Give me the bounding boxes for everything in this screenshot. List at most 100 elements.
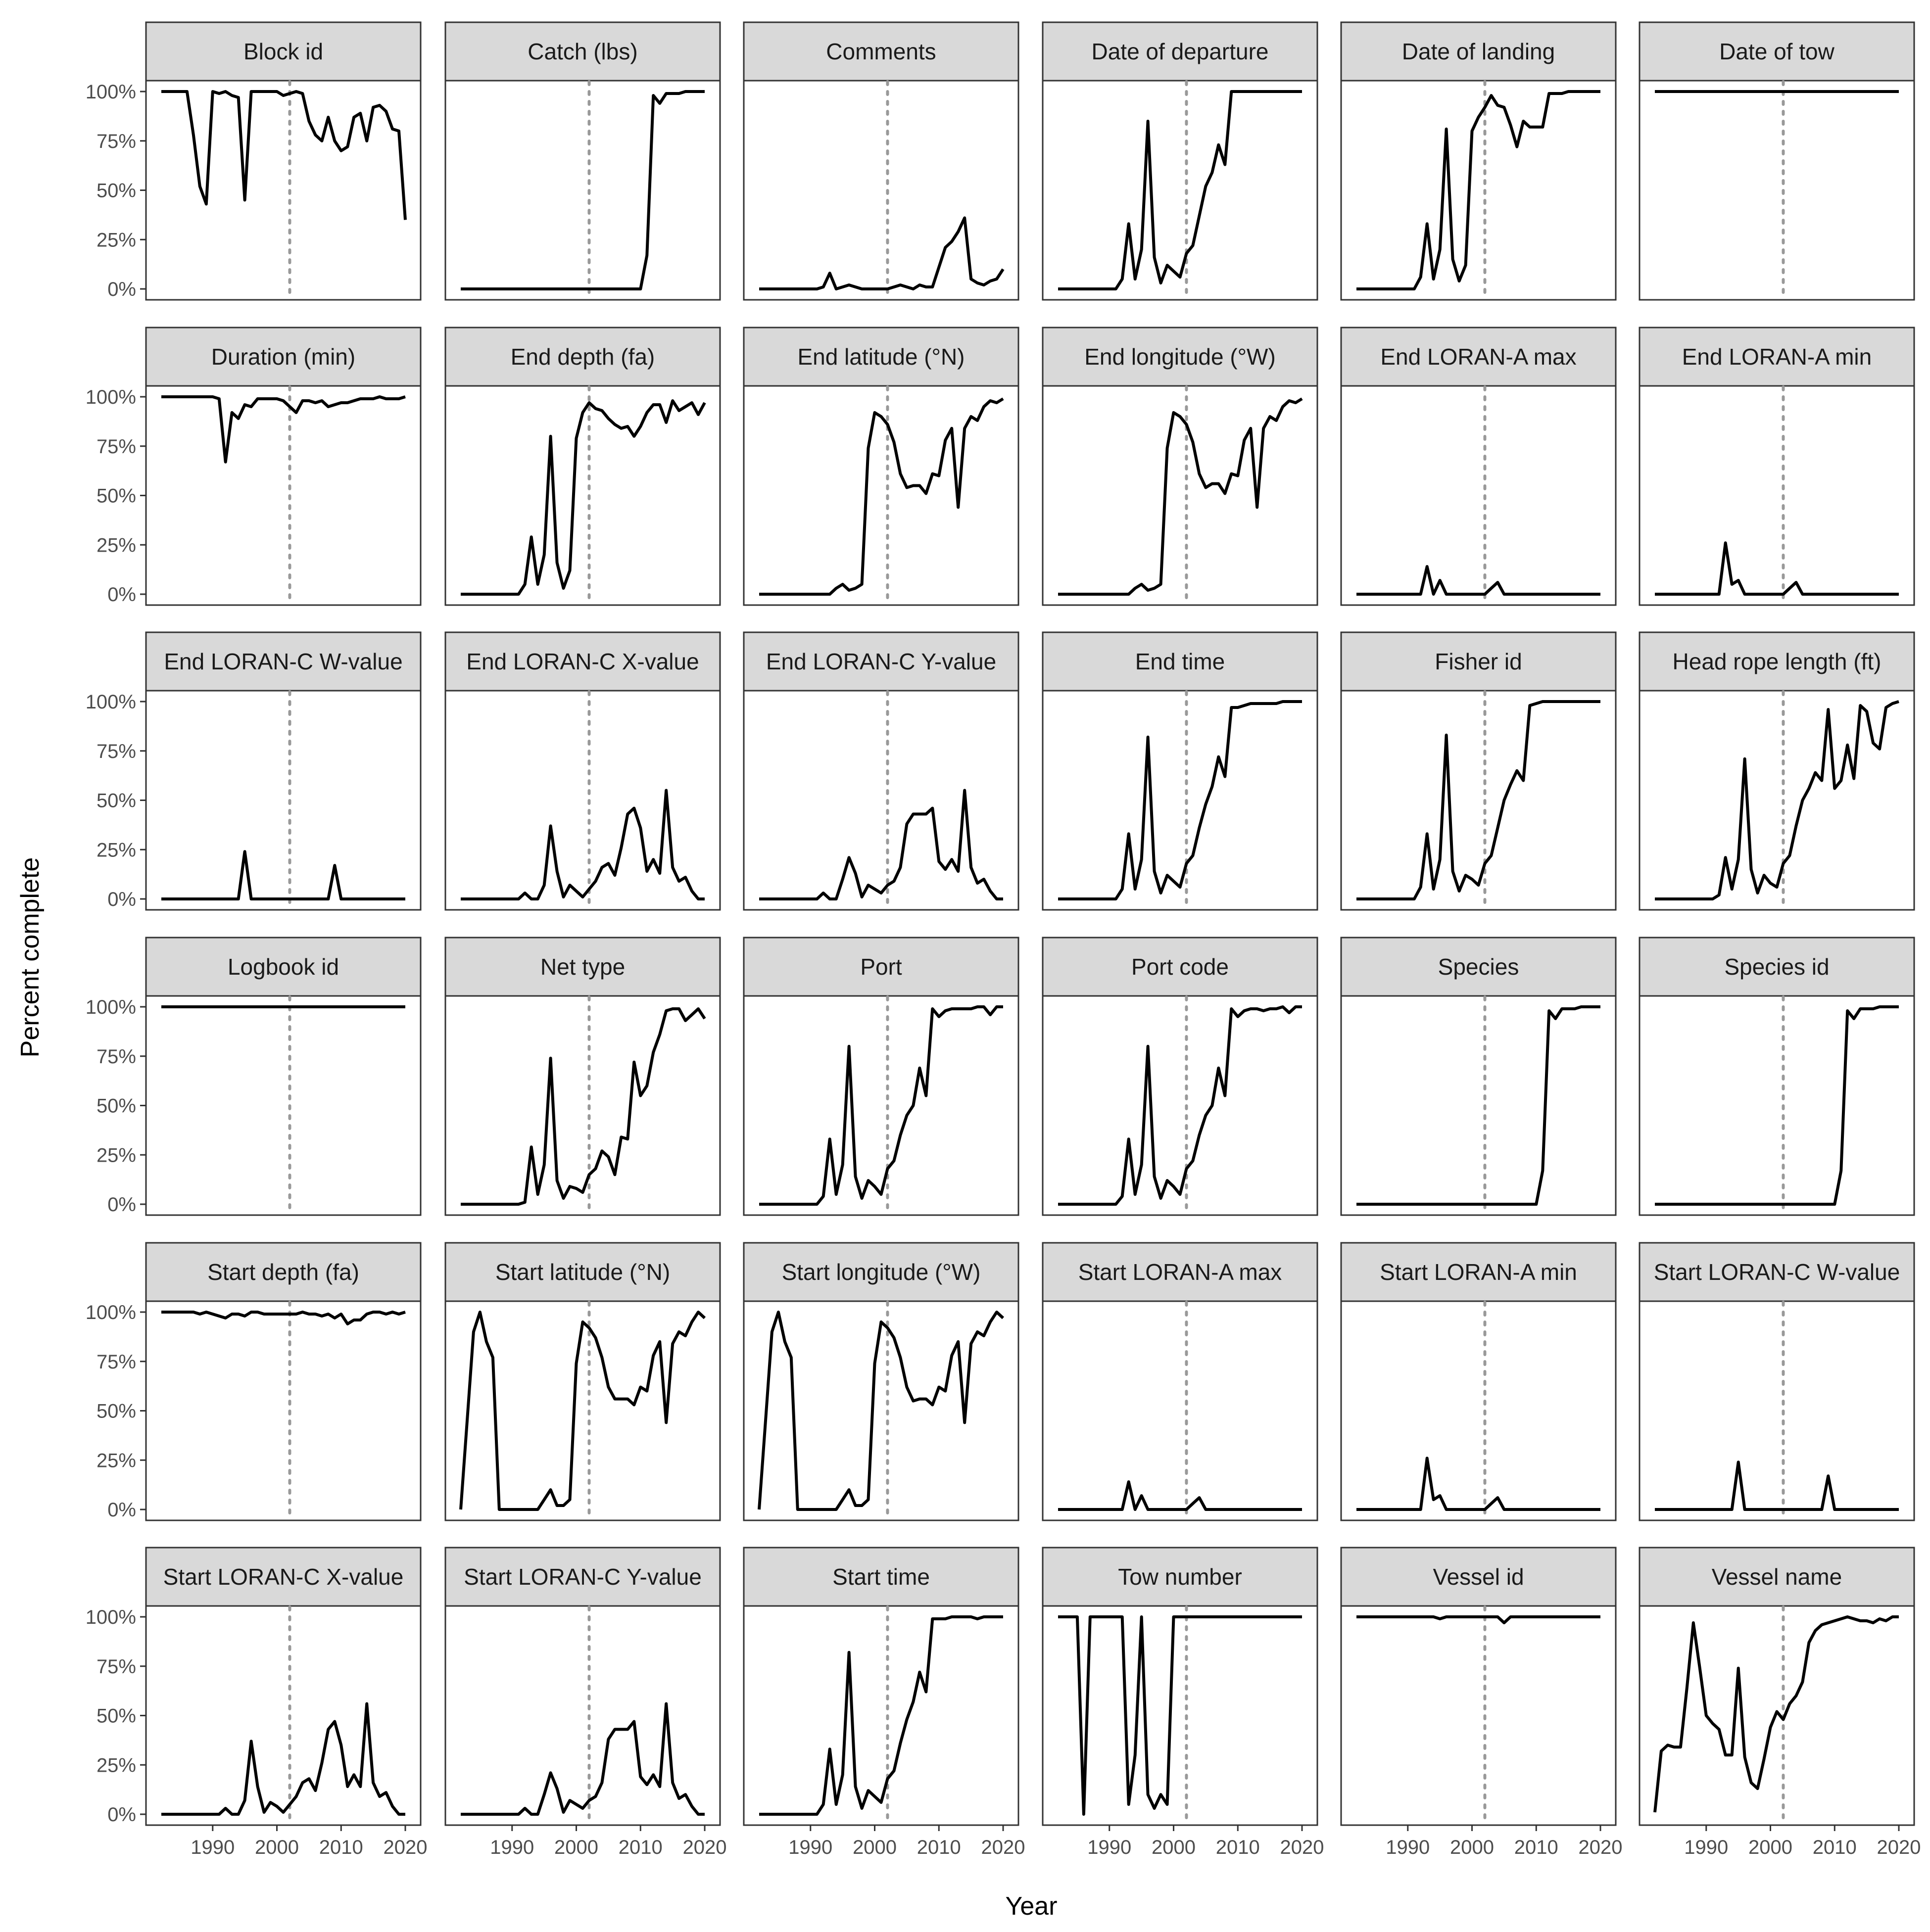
facet-strip [145, 631, 422, 692]
y-tick-label: 25% [96, 229, 136, 251]
facet-plot-area [145, 1605, 422, 1826]
facet-strip [444, 1547, 721, 1607]
facet-strip-label: Tow number [1118, 1564, 1242, 1590]
x-tick-label: 2000 [853, 1837, 897, 1858]
facet-panel: End LORAN-C Y-value [743, 631, 1019, 911]
series-line [1655, 700, 1899, 900]
facet-strip-label: Start depth (fa) [207, 1259, 359, 1285]
facet-panel: End LORAN-C W-value 0% 25% 50% 75% 100% [86, 631, 422, 911]
facet-plot-area [1639, 1300, 1915, 1521]
y-tick-label: 50% [96, 790, 136, 812]
series-line [759, 216, 1005, 290]
series-line [1356, 565, 1600, 596]
facet-plot-area [1340, 1605, 1617, 1826]
facet-panel: End longitude (°W) [1042, 327, 1318, 606]
series-line [459, 1311, 706, 1511]
y-tick-label: 100% [86, 1606, 136, 1628]
facet-panel: Start LORAN-A max [1042, 1242, 1318, 1521]
facet-panel: Date of tow [1639, 21, 1915, 301]
facet-plot-area [743, 995, 1019, 1216]
facet-plot-area [145, 690, 422, 911]
facet-plot-area [1639, 995, 1915, 1216]
facet-strip [1042, 327, 1318, 387]
facet-strip [743, 937, 1019, 997]
x-tick-label: 2020 [1280, 1837, 1324, 1858]
facet-strip-label: Comments [826, 39, 936, 64]
x-tick-label: 2000 [1450, 1837, 1494, 1858]
x-tick-label: 2020 [1579, 1837, 1623, 1858]
facet-strip [743, 1242, 1019, 1302]
x-tick-label: 2010 [1216, 1837, 1260, 1858]
facet-strip [1340, 937, 1617, 997]
facet-strip [1042, 21, 1318, 82]
facet-plot-area [444, 385, 721, 606]
facet-panel: Date of departure [1042, 21, 1318, 301]
y-tick-label: 50% [96, 1401, 136, 1422]
facet-strip [1340, 1242, 1617, 1302]
facet-plot-area [1042, 995, 1318, 1216]
series-line [461, 90, 705, 290]
facet-strip [444, 937, 721, 997]
facet-strip [743, 21, 1019, 82]
facet-panel: Start LORAN-C W-value [1639, 1242, 1915, 1521]
x-tick-label: 1990 [1087, 1837, 1131, 1858]
x-tick-label: 2010 [1514, 1837, 1558, 1858]
facet-plot-area [1639, 1605, 1915, 1826]
facet-plot-area [444, 690, 721, 911]
y-tick-label: 25% [96, 1144, 136, 1166]
series-line [1655, 541, 1899, 596]
facet-strip [743, 327, 1019, 387]
x-tick-label: 2000 [554, 1837, 598, 1858]
facet-panel: End LORAN-C X-value [444, 631, 721, 911]
facet-strip-label: Species [1438, 954, 1519, 980]
y-tick-label: 25% [96, 534, 136, 556]
series-line [161, 1702, 405, 1816]
x-tick-label: 2020 [981, 1837, 1025, 1858]
facet-panel: Start depth (fa) 0% 25% 50% 75% 100% [86, 1242, 422, 1521]
series-line [758, 1311, 1005, 1511]
x-tick-label: 2010 [1813, 1837, 1857, 1858]
x-tick-label: 1990 [1684, 1837, 1728, 1858]
series-line [161, 850, 405, 900]
x-tick-label: 2010 [319, 1837, 363, 1858]
facet-strip [743, 631, 1019, 692]
y-tick-label: 75% [96, 1351, 136, 1373]
facet-panel: Start LORAN-C X-value 0% 25% 50% 75% 100% 1990… [86, 1547, 428, 1858]
facet-plot-area [1042, 690, 1318, 911]
facet-strip-label: Date of landing [1402, 39, 1555, 64]
y-tick-label: 0% [107, 1804, 136, 1826]
series-line [1058, 397, 1303, 596]
series-line [461, 1702, 705, 1816]
facet-plot-area [145, 385, 422, 606]
facet-panel: Catch (lbs) [444, 21, 721, 301]
series-line [161, 90, 407, 220]
facet-strip-label: Duration (min) [211, 344, 355, 370]
y-tick-label: 100% [86, 691, 136, 713]
facet-strip-label: End LORAN-C Y-value [766, 649, 996, 674]
facet-strip-label: Start time [832, 1564, 930, 1590]
x-tick-label: 1990 [1386, 1837, 1430, 1858]
x-tick-label: 2000 [1152, 1837, 1196, 1858]
series-line [1058, 1480, 1302, 1511]
facet-strip [145, 1242, 422, 1302]
series-line [759, 1005, 1003, 1206]
facet-strip-label: Start LORAN-C Y-value [464, 1564, 702, 1590]
facet-plot-area [743, 80, 1019, 301]
facet-strip-label: Species id [1724, 954, 1829, 980]
facet-plot-area [444, 995, 721, 1216]
facet-panel: Species id [1639, 937, 1915, 1216]
y-tick-label: 0% [107, 584, 136, 606]
y-tick-label: 25% [96, 1754, 136, 1776]
facet-strip-label: Vessel id [1433, 1564, 1524, 1590]
series-line [1058, 90, 1302, 290]
facet-strip-label: Start LORAN-C W-value [1654, 1259, 1900, 1285]
facet-panel: Port code [1042, 937, 1318, 1216]
facet-strip-label: Start LORAN-A min [1380, 1259, 1577, 1285]
facet-plot-area [1340, 80, 1617, 301]
facet-strip [743, 1547, 1019, 1607]
series-line [1356, 1457, 1600, 1511]
series-line [161, 1311, 406, 1325]
facet-plot-area [1042, 80, 1318, 301]
facet-strip [1042, 1547, 1318, 1607]
y-tick-label: 100% [86, 1302, 136, 1323]
